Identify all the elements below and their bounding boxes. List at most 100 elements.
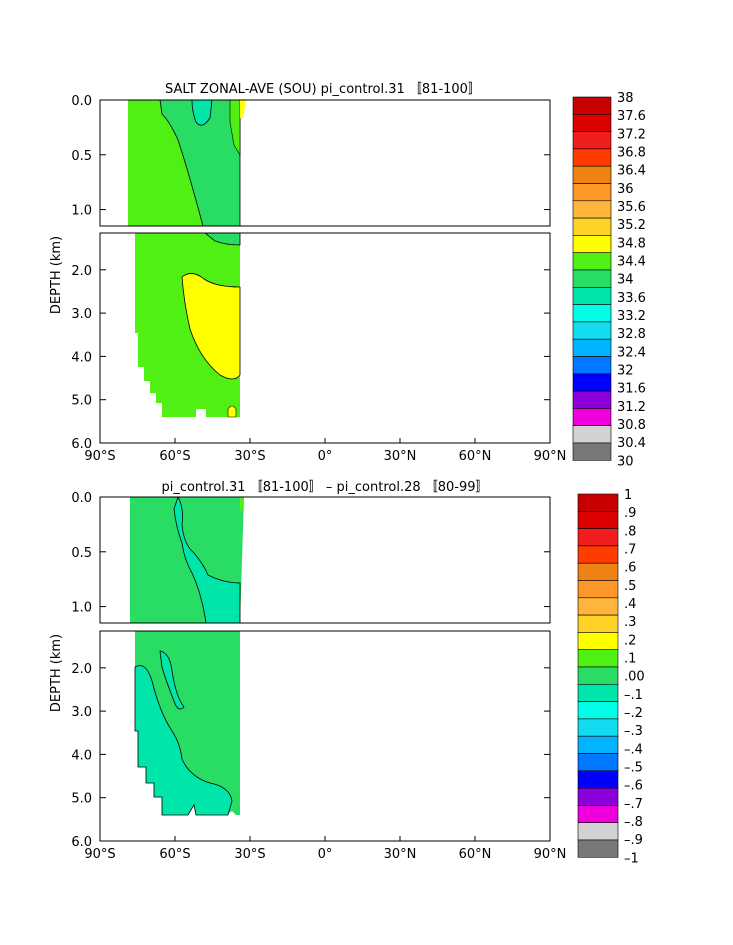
panel-1-lower-plot — [135, 233, 241, 418]
salinity-upper-east-strip — [229, 100, 241, 157]
colorbar-label: 31.2 — [617, 400, 646, 415]
colorbar-label: –.6 — [624, 779, 643, 794]
colorbar-label: 30 — [617, 454, 634, 469]
y-tick-label: 1.0 — [71, 601, 92, 616]
panel-difference: pi_control.31 〚81-100〛 – pi_control.28 〚… — [49, 480, 645, 866]
colorbar-swatch — [572, 165, 612, 184]
colorbar-label: –.9 — [624, 833, 643, 848]
colorbar-label: 30.4 — [617, 436, 646, 451]
y-tick-label: 0.0 — [71, 491, 92, 506]
colorbar-label: 35.2 — [617, 218, 646, 233]
x-tick-label: 90°N — [534, 449, 567, 464]
panel-1-upper-plot — [128, 100, 246, 226]
colorbar-label: 31.6 — [617, 382, 646, 397]
y-tick-label: 4.0 — [71, 350, 92, 365]
colorbar-swatch — [577, 735, 619, 754]
colorbar-label: 36.4 — [617, 164, 646, 179]
x-tick-label: 60°S — [159, 847, 190, 862]
y-tick-label: 0.5 — [71, 149, 92, 164]
colorbar-label: –.5 — [624, 760, 643, 775]
salinity-lower-mid-band — [204, 233, 241, 246]
colorbar-swatch — [572, 390, 612, 409]
diff-lower-fresh-region — [134, 665, 233, 816]
colorbar-swatch — [577, 510, 619, 529]
colorbar-swatch — [572, 425, 612, 444]
y-tick-label: 4.0 — [71, 748, 92, 763]
colorbar-swatch — [572, 408, 612, 426]
colorbar-swatch — [572, 114, 612, 132]
panel-2-upper-frame — [99, 496, 551, 624]
colorbar-label: 34 — [617, 273, 634, 288]
salinity-lower-main — [135, 233, 240, 417]
colorbar-label: 1 — [624, 488, 632, 503]
colorbar-label: .3 — [624, 615, 636, 630]
colorbar-label: .1 — [624, 651, 636, 666]
panel-2-upper-plot — [130, 497, 244, 623]
colorbar-label: 38 — [617, 91, 634, 106]
x-tick-label: 0° — [318, 847, 333, 862]
panel-1-title: SALT ZONAL-AVE (SOU) pi_control.31 〚81-1… — [165, 82, 481, 97]
colorbar-swatch — [577, 753, 619, 772]
colorbar-swatch — [577, 614, 619, 633]
panel-1-colorbar: 38 37.6 37.2 36.8 36.4 36 35.6 35.2 34.8 34.4 34 33… — [572, 91, 646, 469]
y-tick-label: 3.0 — [71, 307, 92, 322]
colorbar-swatch — [572, 235, 612, 253]
panel-2-title: pi_control.31 〚81-100〛 – pi_control.28 〚… — [161, 480, 488, 495]
panel-1-axes: 90°S 60°S 30°S 0° 30°N 60°N 90°N 0.0 0.5 1.0 2.0 3.… — [49, 94, 566, 464]
colorbar-label: .00 — [624, 670, 645, 685]
colorbar-swatch — [572, 183, 612, 202]
colorbar-label: –.7 — [624, 797, 643, 812]
colorbar-label: 36 — [617, 182, 634, 197]
colorbar-swatch — [577, 545, 619, 564]
colorbar-label: 30.8 — [617, 418, 646, 433]
colorbar-swatch — [577, 787, 619, 806]
colorbar-label: 37.2 — [617, 127, 646, 142]
colorbar-label: –.3 — [624, 724, 643, 739]
colorbar-swatch — [572, 252, 612, 271]
colorbar-swatch — [577, 666, 619, 685]
colorbar-label: .6 — [624, 561, 636, 576]
colorbar-label: –1 — [624, 851, 639, 866]
y-tick-label: 2.0 — [71, 264, 92, 279]
colorbar-swatch — [572, 286, 612, 305]
colorbar-label: .7 — [624, 542, 636, 557]
x-tick-label: 30°S — [234, 847, 265, 862]
colorbar-label: 32.4 — [617, 345, 646, 360]
panel-salinity: SALT ZONAL-AVE (SOU) pi_control.31 〚81-1… — [49, 82, 646, 469]
x-tick-label: 60°N — [459, 449, 492, 464]
salinity-upper-patch — [191, 100, 213, 126]
y-tick-label: 0.0 — [71, 94, 92, 109]
colorbar-swatch — [572, 442, 612, 461]
x-tick-label: 30°N — [384, 449, 417, 464]
colorbar-swatch — [577, 770, 619, 789]
x-tick-label: 30°S — [234, 449, 265, 464]
x-tick-label: 30°N — [384, 847, 417, 862]
colorbar-swatch — [572, 304, 612, 323]
colorbar-swatch — [577, 632, 619, 651]
y-tick-label: 5.0 — [71, 792, 92, 807]
panel-2-lower-plot — [134, 631, 240, 816]
colorbar-label: 35.6 — [617, 200, 646, 215]
colorbar-label: –.4 — [624, 742, 643, 757]
colorbar-label: 36.8 — [617, 145, 646, 160]
colorbar-swatch — [577, 701, 619, 720]
colorbar-label: 32.8 — [617, 327, 646, 342]
panel-2-axes: 90°S 60°S 30°S 0° 30°N 60°N 90°N 0.0 0.5 1.0 2.0 3.… — [49, 491, 566, 862]
x-tick-label: 0° — [318, 449, 333, 464]
y-tick-label: 6.0 — [71, 835, 92, 850]
colorbar-swatch — [572, 200, 612, 219]
diff-upper-surface-strip — [240, 497, 244, 511]
colorbar-swatch — [577, 597, 619, 616]
colorbar-swatch — [577, 649, 619, 668]
colorbar-swatch — [577, 562, 619, 581]
colorbar-label: 33.2 — [617, 309, 646, 324]
colorbar-swatch — [572, 338, 612, 357]
colorbar-label: .4 — [624, 597, 636, 612]
salinity-lower-core — [181, 273, 241, 380]
colorbar-swatch — [577, 839, 619, 858]
x-tick-label: 60°S — [159, 449, 190, 464]
colorbar-swatch — [572, 148, 612, 167]
y-tick-label: 0.5 — [71, 546, 92, 561]
colorbar-swatch — [572, 356, 612, 375]
